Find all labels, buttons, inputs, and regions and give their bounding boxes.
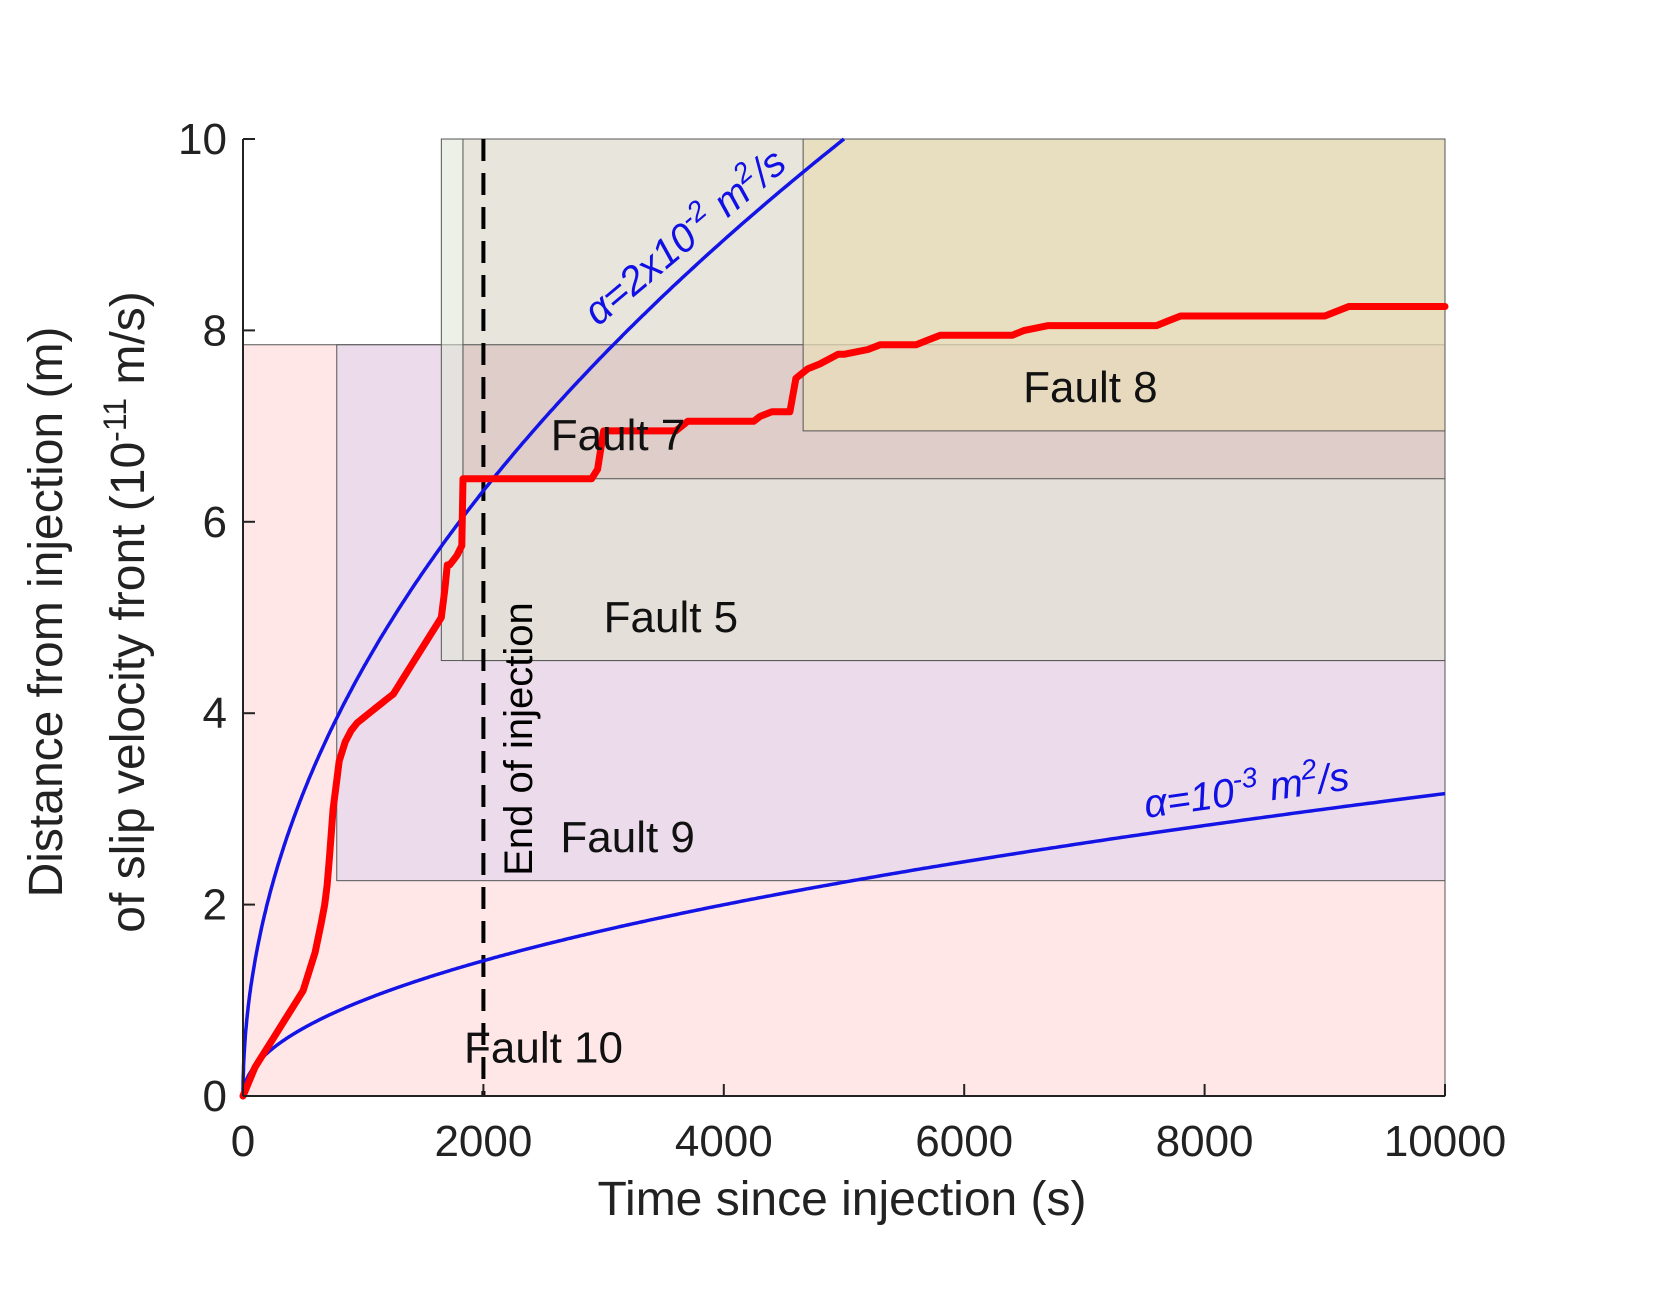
y-axis-title-line2-prefix: of slip velocity front (10 <box>102 442 155 933</box>
y-tick-label-2: 2 <box>203 881 227 930</box>
x-axis-title: Time since injection (s) <box>597 1173 1086 1226</box>
fault-label-fault-8: Fault 8 <box>1023 363 1158 412</box>
fault-regions <box>242 138 1446 1097</box>
fault-label-fault-10: Fault 10 <box>464 1024 623 1073</box>
alpha-slow-mid: m <box>1256 761 1306 811</box>
y-axis-title-line1: Distance from injection (m) <box>20 327 73 898</box>
y-axis-title-line2: of slip velocity front (10-11 m/s) <box>97 291 155 932</box>
y-tick-label-0: 0 <box>203 1072 227 1121</box>
y-tick-label-4: 4 <box>203 689 227 738</box>
y-axis-title-line2-exp: -11 <box>97 398 133 442</box>
y-tick-label-6: 6 <box>203 498 227 547</box>
alpha-slow-curve <box>241 791 1446 1096</box>
labels-layer: Fault 10 Fault 9 Fault 5 Fault 7 Fault 8 <box>464 363 1158 1072</box>
y-tick-label-8: 8 <box>203 306 227 355</box>
x-tick-label-4000: 4000 <box>675 1117 773 1166</box>
y-axis-title-line2-suffix: m/s) <box>102 291 155 398</box>
x-tick-label-2000: 2000 <box>434 1117 532 1166</box>
x-tick-label-0: 0 <box>231 1117 255 1166</box>
x-tick-label-8000: 8000 <box>1156 1117 1254 1166</box>
x-tick-label-10000: 10000 <box>1384 1117 1506 1166</box>
y-tick-label-10: 10 <box>178 115 227 164</box>
fault-label-fault-9: Fault 9 <box>560 813 695 862</box>
alpha-slow-exp2: 2 <box>1298 753 1319 786</box>
fault-region-5 <box>802 138 1446 432</box>
x-tick-label-6000: 6000 <box>915 1117 1013 1166</box>
fault-label-fault-7: Fault 7 <box>551 411 686 460</box>
alpha-fast-curve <box>241 137 846 1096</box>
end-of-injection-label: End of injection <box>497 602 541 876</box>
fault-label-fault-5: Fault 5 <box>604 593 739 642</box>
axes-layer: 0 2000 4000 6000 8000 10000 0 2 4 6 8 10 <box>178 115 1506 1166</box>
slip-front-series-0 <box>239 303 1449 1100</box>
alpha-slow-exp: -3 <box>1230 761 1259 795</box>
curves-layer <box>239 137 1449 1100</box>
